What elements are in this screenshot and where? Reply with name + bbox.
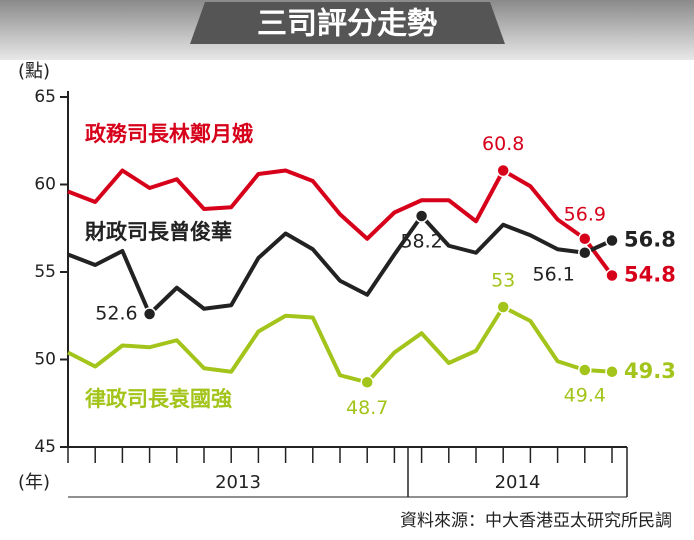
series-line	[67, 168, 614, 277]
series-line	[67, 305, 613, 385]
value-label: 48.7	[346, 397, 388, 419]
value-label: 56.1	[532, 263, 574, 285]
point	[496, 163, 510, 178]
title-banner	[190, 2, 505, 44]
series-name: 財政司長曾俊華	[85, 220, 232, 244]
y-tick-label: 60	[34, 175, 56, 195]
point	[496, 300, 510, 314]
value-label: 53	[491, 270, 515, 292]
series-line	[67, 214, 613, 316]
point	[605, 365, 619, 379]
point	[578, 246, 592, 260]
value-label: 60.8	[482, 133, 524, 155]
value-label: 56.9	[564, 203, 606, 225]
point	[605, 233, 619, 248]
value-label: 52.6	[95, 303, 137, 325]
value-label: 49.4	[564, 385, 606, 407]
value-label: 58.2	[400, 231, 442, 253]
value-label: 56.8	[624, 228, 676, 252]
point	[360, 375, 374, 389]
plot-bg	[0, 60, 694, 540]
series-name: 律政司長袁國強	[85, 387, 232, 411]
y-tick-label: 65	[34, 87, 56, 107]
x-axis-label: (年)	[18, 472, 50, 493]
source: 資料來源：中大香港亞太研究所民調	[400, 511, 672, 531]
y-tick-label: 45	[34, 437, 56, 457]
point	[578, 363, 592, 377]
point	[578, 232, 592, 246]
y-tick-label: 50	[34, 350, 56, 370]
chart-title: 三司評分走勢	[257, 7, 437, 42]
value-label: 54.8	[624, 263, 676, 287]
value-label: 49.3	[624, 359, 676, 383]
series-name: 政務司長林鄭月娥	[85, 122, 253, 146]
point	[142, 307, 157, 321]
x-group-label: 2014	[495, 472, 541, 493]
y-tick-label: 55	[34, 262, 56, 282]
x-group-label: 2013	[215, 472, 261, 493]
point	[605, 268, 619, 283]
point	[414, 209, 429, 223]
y-axis-label: (點)	[18, 61, 50, 82]
